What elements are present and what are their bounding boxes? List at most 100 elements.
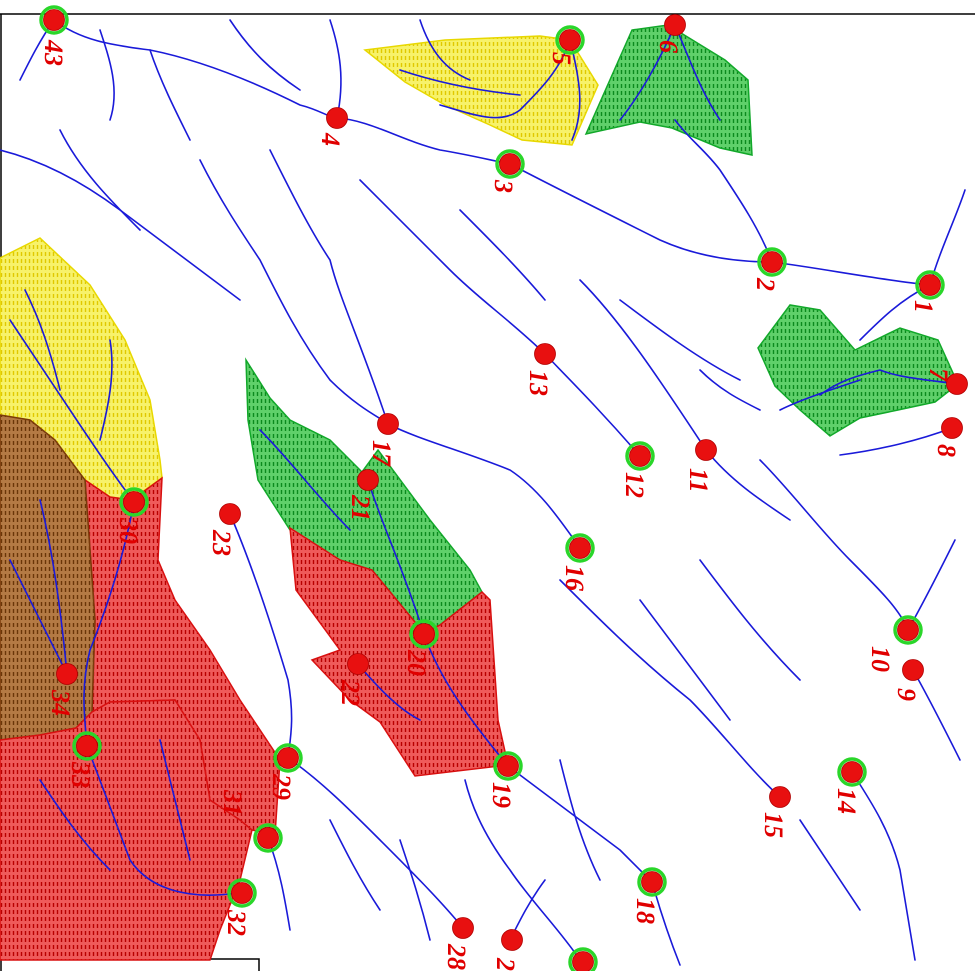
station-label: 6	[654, 40, 683, 53]
station-ring	[273, 743, 303, 773]
station-marker	[769, 786, 791, 808]
station-label: 23	[207, 529, 236, 556]
station-label: 12	[620, 472, 649, 498]
stream-line	[359, 179, 546, 355]
watershed-zone-6	[584, 24, 753, 156]
stream-line	[779, 379, 861, 411]
stream-line	[619, 299, 741, 381]
station-point-9: 9	[892, 659, 924, 701]
station-point-32: 32	[222, 878, 257, 936]
station-marker	[902, 659, 924, 681]
stream-line	[851, 771, 916, 961]
station-point-10: 10	[866, 615, 923, 672]
station-marker	[946, 373, 968, 395]
station-point-21: 21	[346, 469, 379, 521]
station-point-22: 22	[336, 653, 369, 706]
station-point-2: 2	[751, 247, 787, 291]
station-ring	[565, 533, 595, 563]
station-ring	[253, 823, 283, 853]
stream-line	[839, 427, 953, 456]
station-label: 2	[751, 277, 780, 291]
stream-line	[329, 19, 342, 119]
station-marker	[257, 827, 279, 849]
stream-line	[24, 289, 61, 391]
station-ring	[493, 751, 523, 781]
stream-line	[674, 119, 773, 263]
station-ring	[555, 25, 585, 55]
station-marker	[377, 413, 399, 435]
station-marker	[123, 491, 145, 513]
station-label: 28	[442, 943, 471, 970]
station-label: 4	[316, 132, 345, 146]
stream-line	[544, 353, 641, 457]
station-label: 7	[924, 368, 953, 382]
station-label: 30	[114, 517, 143, 544]
stream-line	[229, 513, 293, 759]
station-ring	[637, 867, 667, 897]
station-label: 8	[932, 444, 961, 457]
stream-line	[86, 745, 238, 896]
stream-line	[705, 449, 791, 521]
station-marker	[919, 274, 941, 296]
station-marker	[326, 107, 348, 129]
stream-line	[759, 459, 909, 631]
station-label: 33	[66, 761, 95, 788]
station-point-8: 8	[932, 417, 963, 457]
station-ring	[837, 757, 867, 787]
stream-line	[259, 429, 351, 531]
stream-line	[329, 819, 381, 911]
station-point-11: 11	[684, 439, 717, 493]
station-marker	[841, 761, 863, 783]
watershed-zones	[0, 24, 959, 961]
stream-line	[419, 19, 471, 81]
stream-line	[199, 159, 389, 425]
station-label: 29	[267, 773, 296, 800]
station-point-2: 2	[491, 929, 523, 971]
station-marker	[569, 537, 591, 559]
stream-line	[39, 499, 68, 675]
station-marker	[664, 14, 686, 36]
stream-line	[399, 839, 431, 941]
stream-line	[559, 579, 781, 798]
station-label: 34	[46, 689, 75, 716]
station-marker	[534, 343, 556, 365]
stream-line	[159, 739, 191, 861]
station-marker	[897, 619, 919, 641]
station-marker	[761, 251, 783, 273]
stream-line	[509, 163, 773, 263]
stream-line	[39, 779, 111, 871]
stream-line	[9, 559, 68, 675]
station-marker	[501, 929, 523, 951]
station-label: 20	[402, 649, 431, 676]
station-ring	[72, 731, 102, 761]
station-point-19: 19	[487, 751, 523, 808]
station-point-12: 12	[620, 441, 655, 498]
station-point-34: 34	[46, 663, 78, 716]
stream-line	[699, 559, 801, 681]
stream-line	[459, 209, 546, 301]
inset-box	[0, 958, 260, 971]
station-point-6: 6	[654, 14, 686, 53]
station-ring	[227, 878, 257, 908]
station-ring	[568, 947, 598, 971]
station-label: 16	[560, 565, 589, 591]
stream-line	[907, 539, 956, 631]
stream-line	[287, 757, 464, 929]
station-point-28: 28	[442, 917, 474, 970]
stream-line	[336, 117, 511, 165]
station-point-17: 17	[367, 413, 399, 467]
station-point-4: 4	[316, 107, 348, 146]
stream-line	[53, 19, 338, 119]
station-label: 22	[336, 679, 365, 706]
stream-line	[99, 29, 115, 121]
station-point-14: 14	[832, 757, 867, 814]
stream-line	[423, 633, 509, 767]
station-ring	[39, 5, 69, 35]
station-label: 14	[832, 788, 861, 814]
stream-line	[619, 24, 676, 121]
stream-line	[674, 24, 721, 121]
station-point-5: 5	[547, 25, 585, 65]
station-label: 9	[892, 688, 921, 701]
station-label: 17	[367, 440, 396, 467]
